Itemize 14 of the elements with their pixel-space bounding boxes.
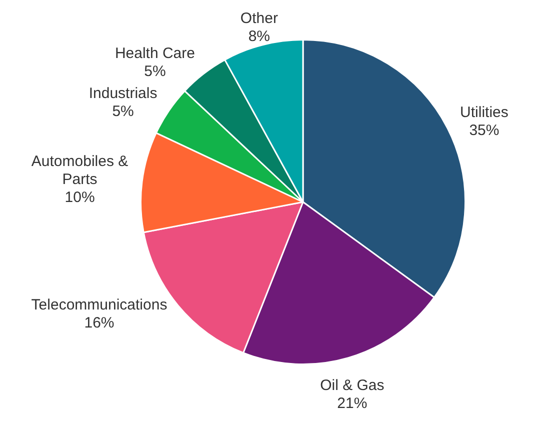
slice-label: Automobiles & Parts (31, 153, 128, 188)
slice-label: Oil & Gas (320, 377, 384, 394)
data-label: 35% (469, 122, 500, 140)
slice-label: Health Care (114, 44, 195, 62)
data-label: 5% (144, 62, 166, 80)
slice-label: Other (240, 10, 278, 28)
data-label: 8% (248, 28, 270, 46)
slice-label: Industrials (88, 85, 158, 102)
data-label: 21% (337, 395, 368, 412)
slice-label: Utilities (460, 104, 508, 122)
data-label: 5% (112, 103, 134, 120)
data-label: 16% (84, 314, 114, 332)
slice-label: Telecommunications (31, 296, 168, 314)
data-label: 10% (64, 189, 95, 206)
